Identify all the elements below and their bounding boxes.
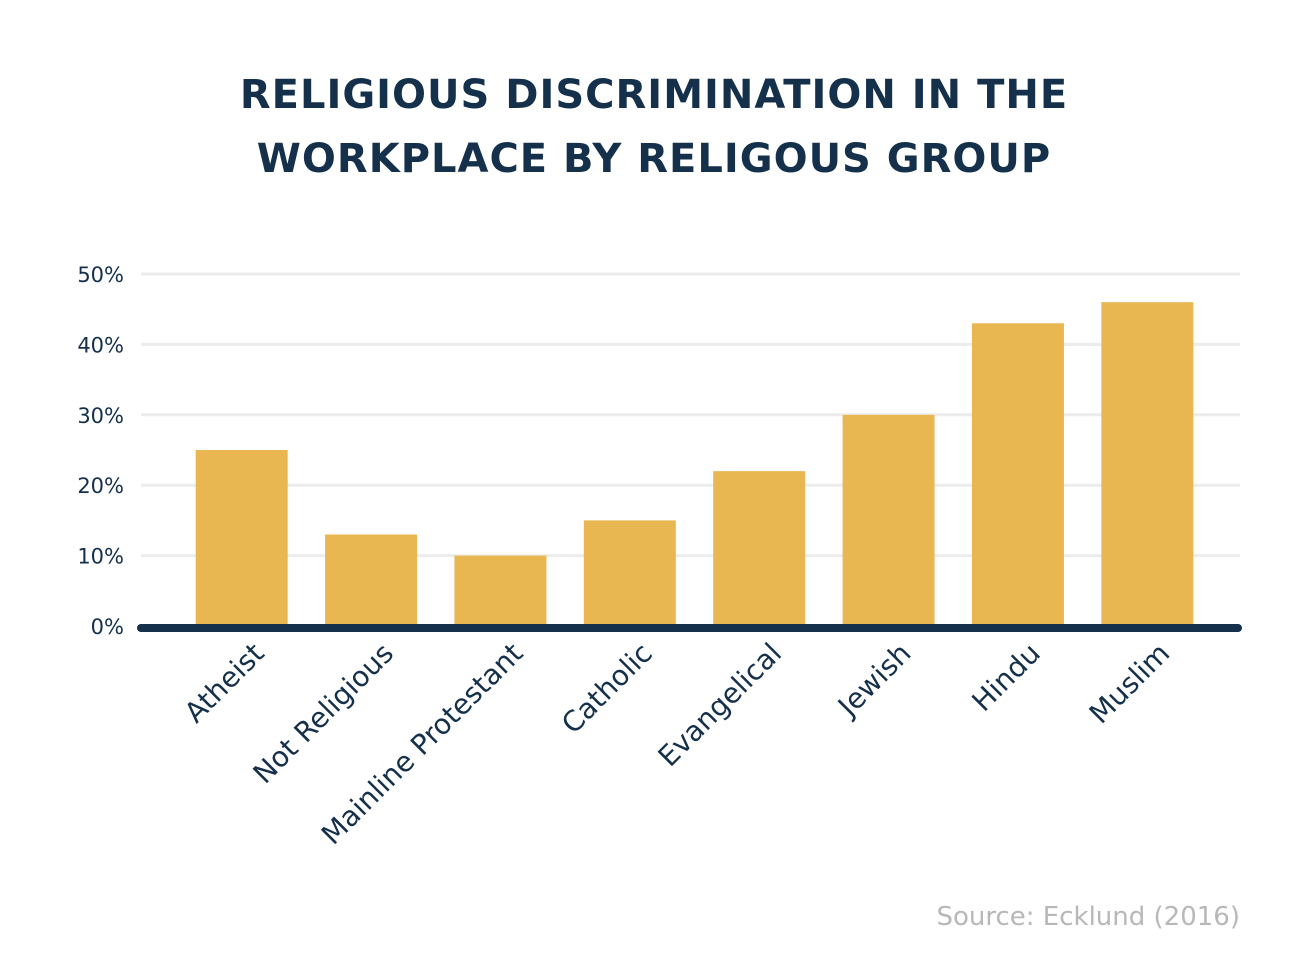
y-tick-label: 50% bbox=[77, 263, 124, 287]
bars bbox=[195, 302, 1194, 626]
y-tick-label: 10% bbox=[77, 545, 124, 569]
bar-evangelical bbox=[713, 471, 806, 626]
chart-title-line-1: RELIGIOUS DISCRIMINATION IN THE bbox=[240, 72, 1068, 118]
bar-catholic bbox=[583, 520, 676, 626]
x-tick-label: Jewish bbox=[830, 637, 917, 724]
bar-jewish bbox=[842, 414, 935, 626]
chart-title: RELIGIOUS DISCRIMINATION IN THE WORKPLAC… bbox=[240, 72, 1068, 182]
x-tick-label: Hindu bbox=[965, 637, 1046, 718]
x-tick-label: Atheist bbox=[178, 637, 271, 730]
y-tick-label: 30% bbox=[77, 404, 124, 428]
y-tick-label: 0% bbox=[91, 615, 124, 639]
y-axis-ticks: 0% 10% 20% 30% 40% 50% bbox=[77, 263, 124, 639]
x-tick-label: Muslim bbox=[1083, 637, 1177, 731]
source-note: Source: Ecklund (2016) bbox=[936, 902, 1240, 932]
x-tick-label: Catholic bbox=[555, 637, 659, 741]
bar-muslim bbox=[1101, 302, 1194, 626]
bar-not-religious bbox=[325, 534, 418, 626]
gridlines bbox=[141, 272, 1240, 558]
x-tick-label: Evangelical bbox=[652, 637, 789, 774]
y-tick-label: 40% bbox=[77, 333, 124, 357]
y-tick-label: 20% bbox=[77, 474, 124, 498]
bar-atheist bbox=[195, 450, 288, 626]
bar-mainline-protestant bbox=[454, 555, 547, 626]
chart-title-line-2: WORKPLACE BY RELIGOUS GROUP bbox=[257, 136, 1051, 182]
bar-hindu bbox=[971, 323, 1064, 626]
